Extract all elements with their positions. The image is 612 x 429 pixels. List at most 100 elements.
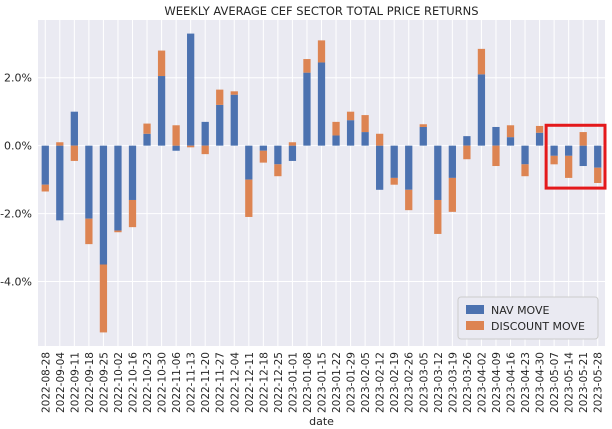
bar-discount-move bbox=[419, 124, 427, 127]
bar-discount-move bbox=[579, 132, 587, 146]
bar-nav-move bbox=[216, 104, 224, 146]
bar-nav-move bbox=[346, 120, 355, 146]
bar-nav-move bbox=[303, 72, 311, 146]
x-tick-label: 2023-02-19 bbox=[389, 352, 401, 413]
bar-discount-move bbox=[157, 50, 166, 77]
x-tick-label: 2023-01-15 bbox=[317, 352, 329, 413]
bar-discount-move bbox=[85, 218, 93, 245]
bar-nav-move bbox=[492, 126, 500, 146]
legend-swatch bbox=[466, 305, 484, 314]
bar-nav-move bbox=[201, 121, 209, 146]
bar-discount-move bbox=[41, 184, 49, 192]
bar-discount-move bbox=[346, 111, 355, 121]
bar-discount-move bbox=[70, 145, 78, 161]
x-tick-label: 2022-11-06 bbox=[171, 352, 183, 413]
bar-discount-move bbox=[114, 230, 122, 233]
x-axis-label: date bbox=[309, 415, 334, 428]
bar-discount-move bbox=[376, 133, 384, 146]
bar-nav-move bbox=[56, 145, 64, 221]
x-tick-label: 2022-12-04 bbox=[229, 352, 241, 413]
x-tick-label: 2022-11-27 bbox=[215, 352, 227, 413]
x-tick-label: 2023-01-22 bbox=[331, 352, 343, 413]
bar-nav-move bbox=[41, 145, 49, 185]
bar-nav-move bbox=[259, 145, 267, 151]
bar-nav-move bbox=[128, 145, 137, 200]
bar-nav-move bbox=[114, 145, 122, 231]
bar-discount-move bbox=[56, 142, 64, 146]
highlight-box bbox=[544, 123, 607, 190]
bar-nav-move bbox=[579, 145, 587, 167]
x-tick-label: 2023-03-12 bbox=[433, 352, 445, 413]
x-tick-label: 2022-10-16 bbox=[128, 352, 140, 413]
bar-discount-move bbox=[448, 177, 456, 212]
bar-nav-move bbox=[550, 145, 558, 156]
bar-discount-move bbox=[245, 179, 253, 217]
x-tick-label: 2023-01-01 bbox=[287, 352, 299, 413]
x-tick-label: 2023-01-08 bbox=[302, 352, 314, 413]
bar-discount-move bbox=[463, 145, 471, 160]
bar-nav-move bbox=[245, 145, 253, 180]
bar-discount-move bbox=[187, 145, 195, 148]
x-tick-label: 2023-02-12 bbox=[375, 352, 387, 413]
x-tick-label: 2022-10-23 bbox=[142, 352, 154, 413]
bar-discount-move bbox=[216, 89, 224, 105]
bar-nav-move bbox=[521, 145, 529, 165]
x-tick-label: 2022-12-11 bbox=[244, 352, 256, 413]
bar-discount-move bbox=[259, 150, 267, 163]
bar-discount-move bbox=[434, 199, 442, 234]
bar-discount-move bbox=[521, 164, 529, 177]
bar-nav-move bbox=[288, 145, 297, 161]
x-tick-label: 2023-05-07 bbox=[549, 352, 561, 413]
bar-nav-move bbox=[143, 133, 151, 146]
y-tick-label: -2.0% bbox=[0, 208, 32, 221]
bar-discount-move bbox=[361, 115, 369, 133]
legend-label: NAV MOVE bbox=[491, 304, 550, 317]
bar-discount-move bbox=[303, 59, 311, 73]
bar-nav-move bbox=[172, 145, 180, 151]
x-tick-label: 2023-04-30 bbox=[535, 352, 547, 413]
y-tick-label: 0.0% bbox=[4, 140, 32, 153]
bar-nav-move bbox=[565, 145, 573, 156]
bar-discount-move bbox=[143, 123, 151, 134]
bar-discount-move bbox=[390, 177, 398, 185]
bar-discount-move bbox=[317, 40, 326, 63]
y-tick-label: 2.0% bbox=[4, 72, 32, 85]
bar-nav-move bbox=[405, 145, 413, 190]
bar-nav-move bbox=[390, 145, 398, 178]
x-tick-label: 2023-04-16 bbox=[506, 352, 518, 413]
x-tick-label: 2023-05-28 bbox=[593, 352, 605, 413]
x-tick-label: 2023-04-02 bbox=[476, 352, 488, 413]
bar-discount-move bbox=[535, 125, 544, 133]
x-tick-label: 2022-12-18 bbox=[258, 352, 270, 413]
bar-discount-move bbox=[288, 142, 297, 146]
bar-nav-move bbox=[99, 145, 108, 265]
bar-nav-move bbox=[70, 111, 78, 146]
bar-nav-move bbox=[463, 136, 471, 146]
bar-discount-move bbox=[201, 145, 209, 155]
bar-discount-move bbox=[477, 48, 486, 75]
bar-nav-move bbox=[376, 145, 384, 190]
bar-nav-move bbox=[332, 135, 340, 146]
x-tick-label: 2022-08-28 bbox=[40, 352, 52, 413]
x-tick-label: 2022-09-18 bbox=[84, 352, 96, 413]
legend: NAV MOVE DISCOUNT MOVE bbox=[457, 296, 599, 340]
x-tick-label: 2023-02-26 bbox=[404, 352, 416, 413]
bar-discount-move bbox=[332, 121, 340, 136]
bar-discount-move bbox=[128, 199, 137, 228]
x-tick-label: 2023-05-14 bbox=[564, 352, 576, 413]
bar-discount-move bbox=[565, 155, 573, 178]
x-tick-label: 2022-10-02 bbox=[113, 352, 125, 413]
x-tick-label: 2022-09-25 bbox=[98, 352, 110, 413]
x-tick-label: 2023-02-05 bbox=[360, 352, 372, 413]
bar-nav-move bbox=[594, 145, 602, 168]
bar-discount-move bbox=[230, 91, 238, 95]
bar-nav-move bbox=[361, 132, 369, 146]
bar-nav-move bbox=[274, 145, 282, 165]
bars bbox=[41, 33, 602, 333]
bar-discount-move bbox=[172, 125, 180, 146]
bar-nav-move bbox=[157, 76, 166, 146]
bar-nav-move bbox=[230, 94, 238, 146]
x-tick-label: 2022-11-13 bbox=[186, 352, 198, 413]
x-tick-label: 2022-12-25 bbox=[273, 352, 285, 413]
